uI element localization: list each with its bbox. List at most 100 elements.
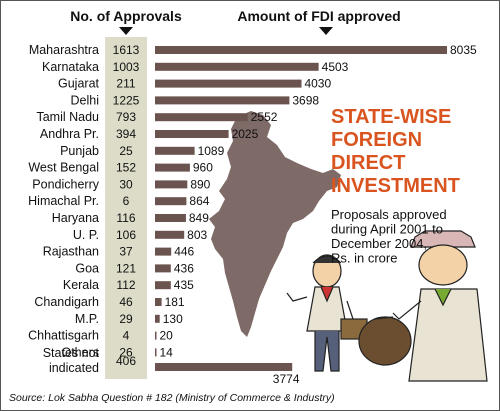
approvals-value: 1003 bbox=[113, 60, 140, 74]
fdi-bar bbox=[155, 130, 229, 138]
state-label: Chhattisgarh bbox=[28, 329, 99, 343]
approvals-value: 211 bbox=[116, 77, 135, 91]
approvals-value: 1225 bbox=[113, 93, 140, 107]
state-label: Himachal Pr. bbox=[28, 194, 99, 208]
approvals-value: 793 bbox=[116, 110, 136, 124]
approvals-value: 406 bbox=[116, 354, 136, 368]
approvals-header: No. of Approvals bbox=[70, 8, 182, 24]
approvals-value: 26 bbox=[119, 345, 133, 359]
approvals-value: 6 bbox=[123, 194, 130, 208]
fdi-bar bbox=[155, 79, 302, 88]
state-label: Rajasthan bbox=[43, 245, 99, 259]
fdi-value: 435 bbox=[174, 278, 194, 292]
state-label: Delhi bbox=[71, 93, 100, 107]
official-with-money-bag-icon bbox=[358, 230, 488, 382]
fdi-bar bbox=[155, 314, 160, 323]
fdi-value: 130 bbox=[163, 312, 183, 326]
businessman-with-briefcase-icon bbox=[286, 254, 368, 372]
approvals-value: 116 bbox=[116, 211, 135, 225]
approvals-value: 106 bbox=[116, 228, 136, 242]
fdi-value: 14 bbox=[160, 345, 174, 359]
chart-subtitle-line: during April 2001 to bbox=[331, 222, 443, 237]
approvals-value: 46 bbox=[119, 295, 133, 309]
fdi-bar bbox=[155, 331, 157, 340]
state-label: Gujarat bbox=[58, 77, 100, 91]
state-label: Pondicherry bbox=[32, 177, 99, 191]
fdi-bar bbox=[155, 197, 187, 206]
fdi-bar bbox=[155, 62, 319, 71]
fdi-bar bbox=[155, 163, 190, 172]
state-label: Karnataka bbox=[42, 60, 99, 74]
fdi-value: 849 bbox=[189, 211, 209, 225]
state-label: U. P. bbox=[73, 228, 99, 242]
approvals-value: 394 bbox=[116, 127, 136, 141]
state-label: States not bbox=[43, 346, 100, 360]
state-label: Kerala bbox=[63, 278, 99, 292]
state-label: M.P. bbox=[75, 312, 99, 326]
fdi-value: 8035 bbox=[450, 43, 477, 57]
fdi-value: 181 bbox=[165, 295, 185, 309]
india-map-icon bbox=[209, 111, 341, 337]
fdi-header: Amount of FDI approved bbox=[237, 8, 400, 24]
approvals-header-arrow-icon bbox=[119, 27, 133, 35]
fdi-header-arrow-icon bbox=[319, 27, 333, 35]
state-label: West Bengal bbox=[28, 161, 99, 175]
fdi-value: 3698 bbox=[292, 93, 319, 107]
approvals-value: 1613 bbox=[113, 43, 140, 57]
chart-title-line: STATE-WISE bbox=[331, 106, 451, 128]
state-label: Others bbox=[61, 345, 99, 359]
fdi-bar bbox=[155, 247, 172, 256]
fdi-value: 436 bbox=[174, 261, 194, 275]
state-label: indicated bbox=[49, 361, 99, 375]
approvals-column-background bbox=[105, 37, 147, 379]
fdi-value: 4030 bbox=[304, 77, 331, 91]
fdi-value: 4503 bbox=[322, 60, 349, 74]
fdi-value: 2552 bbox=[251, 110, 278, 124]
state-label: Chandigarh bbox=[34, 295, 99, 309]
fdi-bar bbox=[155, 298, 162, 306]
approvals-value: 25 bbox=[119, 144, 133, 158]
approvals-value: 29 bbox=[119, 312, 133, 326]
fdi-value: 3774 bbox=[273, 372, 300, 386]
fdi-bar bbox=[155, 113, 248, 122]
fdi-bar bbox=[155, 96, 290, 105]
fdi-value: 960 bbox=[193, 161, 213, 175]
fdi-value: 803 bbox=[187, 228, 207, 242]
approvals-value: 4 bbox=[123, 329, 130, 343]
approvals-value: 152 bbox=[116, 161, 136, 175]
approvals-value: 37 bbox=[119, 245, 133, 259]
fdi-bar bbox=[155, 363, 293, 371]
state-label: Haryana bbox=[52, 211, 99, 225]
approvals-value: 30 bbox=[119, 177, 133, 191]
state-label: Punjab bbox=[60, 144, 99, 158]
fdi-bar bbox=[155, 348, 157, 357]
chart-subtitle-line: December 2004, bbox=[331, 236, 427, 251]
fdi-value: 1089 bbox=[198, 144, 225, 158]
state-label: Maharashtra bbox=[29, 43, 99, 57]
state-label: Andhra Pr. bbox=[40, 127, 99, 141]
fdi-bar bbox=[155, 214, 186, 222]
fdi-bar bbox=[155, 146, 195, 155]
chart-subtitle-line: Rs. in crore bbox=[331, 251, 397, 266]
fdi-bar bbox=[155, 281, 171, 290]
fdi-bar bbox=[155, 46, 447, 54]
chart-subtitle-line: Proposals approved bbox=[331, 207, 447, 222]
chart-title-line: DIRECT bbox=[331, 152, 405, 174]
fdi-value: 864 bbox=[189, 194, 209, 208]
approvals-value: 121 bbox=[116, 261, 136, 275]
fdi-bar bbox=[155, 264, 171, 273]
fdi-bar bbox=[155, 230, 185, 239]
fdi-value: 446 bbox=[174, 245, 194, 259]
state-label: Tamil Nadu bbox=[36, 110, 99, 124]
source-note: Source: Lok Sabha Question # 182 (Minist… bbox=[9, 392, 335, 404]
chart-title-line: FOREIGN bbox=[331, 129, 422, 151]
fdi-value: 2025 bbox=[232, 127, 259, 141]
approvals-value: 112 bbox=[116, 278, 135, 292]
chart-title-line: INVESTMENT bbox=[331, 175, 460, 197]
fdi-value: 20 bbox=[160, 329, 174, 343]
fdi-bar bbox=[155, 180, 188, 189]
state-label: Goa bbox=[75, 261, 99, 275]
fdi-value: 890 bbox=[190, 177, 210, 191]
